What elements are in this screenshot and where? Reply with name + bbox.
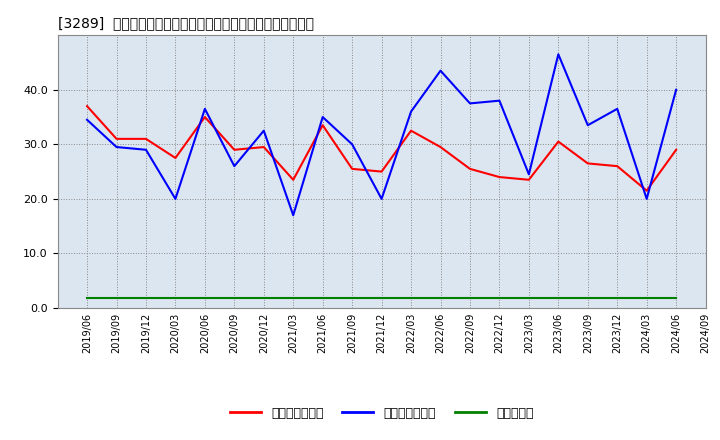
在庫回転率: [525, 296, 534, 301]
売上債権回転率: [642, 188, 651, 193]
在庫回転率: [112, 296, 121, 301]
買入債務回転率: [466, 101, 474, 106]
在庫回転率: [83, 296, 91, 301]
Line: 買入債務回転率: 買入債務回転率: [87, 54, 676, 215]
在庫回転率: [642, 296, 651, 301]
在庫回転率: [672, 296, 680, 301]
Legend: 売上債権回転率, 買入債務回転率, 在庫回転率: 売上債権回転率, 買入債務回転率, 在庫回転率: [225, 402, 539, 425]
在庫回転率: [142, 296, 150, 301]
売上債権回転率: [672, 147, 680, 152]
Line: 売上債権回転率: 売上債権回転率: [87, 106, 676, 191]
買入債務回転率: [583, 123, 592, 128]
売上債権回転率: [495, 174, 504, 180]
買入債務回転率: [289, 213, 297, 218]
買入債務回転率: [495, 98, 504, 103]
売上債権回転率: [466, 166, 474, 172]
売上債権回転率: [436, 144, 445, 150]
買入債務回転率: [377, 196, 386, 202]
在庫回転率: [495, 296, 504, 301]
売上債権回転率: [377, 169, 386, 174]
売上債権回転率: [142, 136, 150, 142]
買入債務回転率: [613, 106, 621, 111]
買入債務回転率: [259, 128, 268, 133]
買入債務回転率: [230, 164, 238, 169]
買入債務回転率: [112, 144, 121, 150]
買入債務回転率: [348, 142, 356, 147]
在庫回転率: [583, 296, 592, 301]
売上債権回転率: [613, 164, 621, 169]
売上債権回転率: [112, 136, 121, 142]
売上債権回転率: [554, 139, 562, 144]
買入債務回転率: [201, 106, 210, 111]
Text: [3289]  売上債権回転率、買入債務回転率、在庫回転率の推移: [3289] 売上債権回転率、買入債務回転率、在庫回転率の推移: [58, 16, 314, 30]
売上債権回転率: [348, 166, 356, 172]
在庫回転率: [407, 296, 415, 301]
買入債務回転率: [171, 196, 180, 202]
在庫回転率: [259, 296, 268, 301]
売上債権回転率: [525, 177, 534, 183]
買入債務回転率: [318, 114, 327, 120]
在庫回転率: [377, 296, 386, 301]
在庫回転率: [466, 296, 474, 301]
買入債務回転率: [554, 51, 562, 57]
買入債務回転率: [407, 109, 415, 114]
在庫回転率: [554, 296, 562, 301]
在庫回転率: [436, 296, 445, 301]
在庫回転率: [348, 296, 356, 301]
買入債務回転率: [525, 172, 534, 177]
買入債務回転率: [83, 117, 91, 122]
売上債権回転率: [83, 103, 91, 109]
在庫回転率: [230, 296, 238, 301]
在庫回転率: [171, 296, 180, 301]
売上債権回転率: [230, 147, 238, 152]
売上債権回転率: [318, 123, 327, 128]
在庫回転率: [318, 296, 327, 301]
買入債務回転率: [672, 87, 680, 92]
売上債権回転率: [407, 128, 415, 133]
在庫回転率: [201, 296, 210, 301]
売上債権回転率: [259, 144, 268, 150]
売上債権回転率: [583, 161, 592, 166]
買入債務回転率: [436, 68, 445, 73]
売上債権回転率: [201, 114, 210, 120]
在庫回転率: [289, 296, 297, 301]
買入債務回転率: [142, 147, 150, 152]
売上債権回転率: [289, 177, 297, 183]
買入債務回転率: [642, 196, 651, 202]
売上債権回転率: [171, 155, 180, 161]
在庫回転率: [613, 296, 621, 301]
